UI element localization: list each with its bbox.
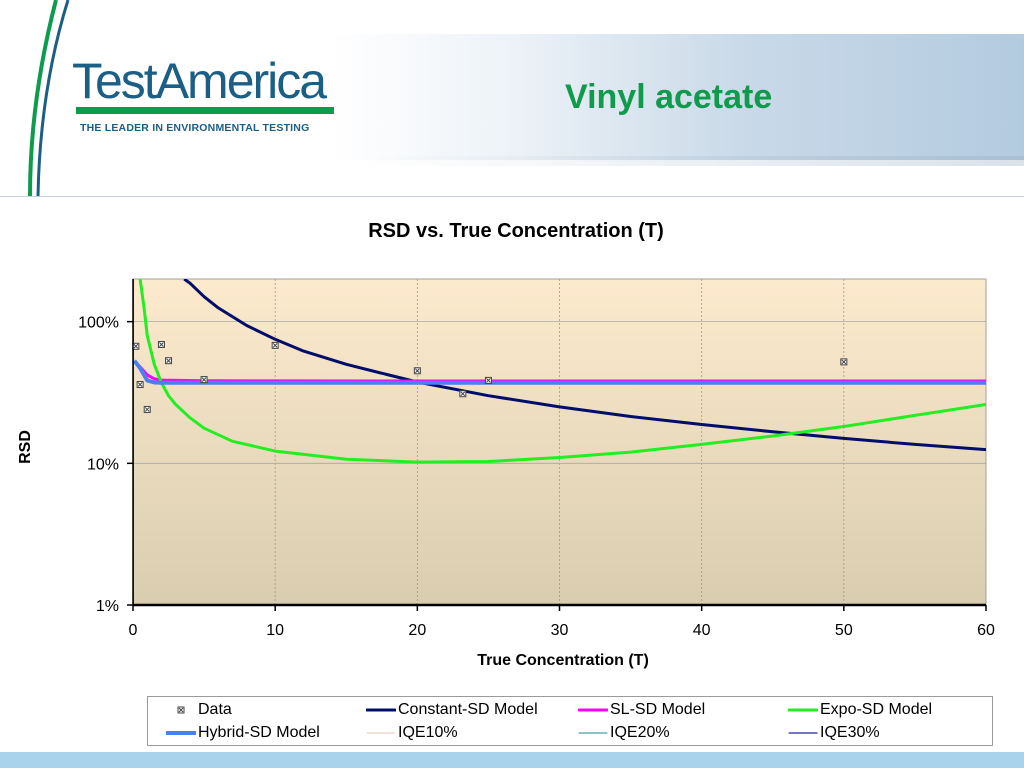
- legend-item: Expo-SD Model: [788, 700, 932, 720]
- data-point: [157, 340, 165, 348]
- legend-label: IQE10%: [398, 724, 458, 741]
- slide-header: TestAmerica THE LEADER IN ENVIRONMENTAL …: [0, 0, 1024, 196]
- x-tick-label: 30: [551, 622, 569, 639]
- legend-swatch: [366, 700, 396, 720]
- x-tick-label: 60: [977, 622, 995, 639]
- legend-item: Data: [166, 700, 232, 720]
- chart-area: RSD vs. True Concentration (T) 0 10 20 30 40…: [0, 196, 1024, 753]
- footer-band: [0, 752, 1024, 768]
- plot-background: [132, 278, 987, 606]
- logo-wordmark: TestAmerica: [72, 53, 327, 109]
- legend-label: Expo-SD Model: [820, 701, 933, 718]
- legend-swatch: [166, 700, 196, 720]
- legend-label: IQE30%: [820, 724, 880, 741]
- data-point: [143, 405, 151, 413]
- data-point: [165, 357, 173, 365]
- slide-title: Vinyl acetate: [565, 78, 773, 116]
- legend-label: SL-SD Model: [610, 701, 706, 718]
- legend-item: IQE30%: [788, 723, 880, 743]
- legend-swatch: [788, 723, 818, 743]
- data-point: [413, 367, 421, 375]
- legend-swatch: [578, 723, 608, 743]
- header-shadow: [360, 156, 1024, 166]
- x-tick-label: 20: [408, 622, 426, 639]
- series-line-hybrid-sd-model: [133, 359, 986, 385]
- legend-item: IQE10%: [366, 723, 458, 743]
- y-tick-label: 1%: [96, 598, 119, 615]
- x-tick-label: 0: [129, 622, 138, 639]
- data-point: [271, 341, 279, 349]
- logo-underline: [76, 107, 334, 114]
- legend-swatch: [166, 723, 196, 743]
- y-axis-label: RSD: [17, 430, 34, 464]
- data-point: [200, 376, 208, 384]
- logo-tagline: THE LEADER IN ENVIRONMENTAL TESTING: [80, 122, 310, 134]
- data-point: [136, 381, 144, 389]
- legend-label: IQE20%: [610, 724, 670, 741]
- x-tick-label: 50: [835, 622, 853, 639]
- x-tick-label: 40: [693, 622, 711, 639]
- legend-item: SL-SD Model: [578, 700, 705, 720]
- header-gradient-band: [330, 34, 1024, 160]
- data-point: [459, 390, 467, 398]
- series-line-constant-sd-model: [183, 279, 986, 452]
- legend-label: Hybrid-SD Model: [198, 724, 320, 741]
- x-axis-label: True Concentration (T): [477, 652, 649, 669]
- legend-swatch: [366, 723, 396, 743]
- series-line-expo-sd-model: [138, 279, 986, 464]
- y-tick-label: 100%: [78, 315, 119, 332]
- legend-item: Hybrid-SD Model: [166, 723, 320, 743]
- data-point: [484, 376, 492, 384]
- x-tick-label: 10: [266, 622, 284, 639]
- legend-item: Constant-SD Model: [366, 700, 538, 720]
- chart-title: RSD vs. True Concentration (T): [368, 220, 664, 242]
- legend-item: IQE20%: [578, 723, 670, 743]
- legend-label: Constant-SD Model: [398, 701, 538, 718]
- legend-swatch: [578, 700, 608, 720]
- decorative-swoosh-icon: [28, 0, 70, 196]
- y-tick-label: 10%: [87, 456, 119, 473]
- legend-swatch: [788, 700, 818, 720]
- legend-label: Data: [198, 701, 232, 718]
- data-point: [840, 358, 848, 366]
- chart-legend: Data Constant-SD Model SL-SD Model Expo-SD …: [147, 696, 993, 746]
- chart: RSD vs. True Concentration (T) 0 10 20 30 40…: [17, 220, 995, 669]
